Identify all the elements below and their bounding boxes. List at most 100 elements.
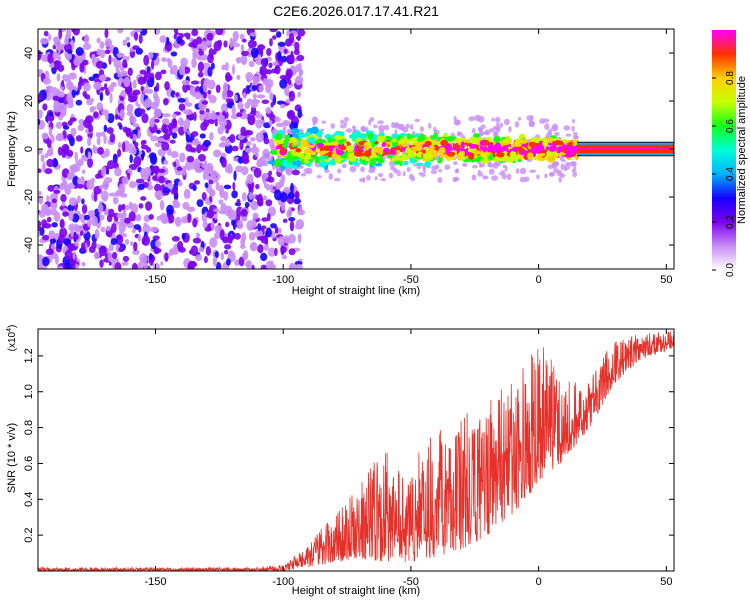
scintillation-blob — [292, 155, 299, 161]
noise-blob — [215, 29, 224, 36]
halo-blob — [361, 126, 366, 133]
scintillation-blob — [391, 138, 397, 143]
noise-blob — [217, 126, 224, 135]
noise-blob — [57, 146, 63, 156]
noise-blob — [54, 253, 59, 265]
snr-x-tick-label: 0 — [536, 576, 542, 588]
noise-blob — [241, 192, 247, 202]
noise-blob — [253, 167, 262, 178]
noise-blob — [266, 48, 272, 57]
noise-blob — [127, 67, 133, 77]
halo-blob — [479, 132, 484, 137]
snr-axes: -150 -100 -50 0 50 0.2 0.4 0.6 0.8 1.0 1.2 — [23, 329, 674, 588]
noise-blob — [57, 64, 65, 72]
noise-blob — [51, 222, 58, 228]
noise-blob — [179, 32, 184, 39]
noise-blob — [81, 261, 86, 267]
noise-blob — [283, 48, 288, 54]
spectrogram-y-tick-label: 40 — [23, 47, 35, 59]
noise-blob — [163, 133, 171, 141]
scintillation-blob — [290, 149, 296, 156]
noise-blob — [193, 111, 197, 122]
noise-blob — [286, 110, 292, 119]
noise-blob — [223, 191, 229, 201]
noise-blob — [81, 204, 88, 214]
snr-x-tick-label: 50 — [660, 576, 672, 588]
noise-blob — [231, 105, 236, 116]
noise-blob — [281, 176, 285, 188]
noise-blob — [197, 61, 204, 73]
scintillation-blob — [346, 145, 354, 153]
colorbar-tick-label: 0.4 — [725, 167, 736, 181]
noise-blob — [121, 211, 127, 219]
noise-blob — [236, 198, 241, 205]
halo-blob — [406, 167, 411, 173]
noise-blob — [206, 32, 214, 41]
noise-blob — [42, 256, 50, 267]
noise-blob — [69, 117, 77, 122]
noise-blob — [99, 92, 104, 102]
halo-blob — [344, 116, 349, 122]
noise-blob — [97, 203, 104, 214]
noise-blob — [68, 210, 74, 221]
noise-blob — [182, 83, 189, 93]
noise-blob — [246, 173, 254, 185]
noise-blob — [200, 121, 208, 131]
noise-blob — [88, 246, 96, 254]
noise-blob — [225, 138, 231, 147]
noise-blob — [122, 141, 126, 153]
halo-blob — [515, 168, 520, 174]
noise-blob — [71, 89, 76, 99]
noise-blob — [47, 114, 55, 122]
noise-blob — [137, 129, 141, 140]
halo-blob — [374, 176, 378, 181]
noise-blob — [204, 227, 212, 232]
svg-text:(x104): (x104) — [6, 325, 18, 352]
noise-blob — [143, 54, 150, 66]
scintillation-blob — [422, 149, 426, 154]
noise-blob — [103, 83, 108, 90]
halo-blob — [396, 170, 402, 177]
scintillation-blob — [517, 139, 523, 144]
halo-blob — [542, 118, 550, 123]
scintillation-blob — [312, 155, 319, 160]
noise-blob — [165, 167, 169, 175]
noise-blob — [136, 213, 141, 220]
noise-blob — [206, 209, 215, 219]
halo-blob — [303, 168, 310, 174]
noise-blob — [42, 234, 50, 241]
scintillation-blob — [467, 152, 475, 160]
noise-blob — [137, 183, 145, 191]
noise-blob — [173, 127, 178, 133]
halo-blob — [501, 173, 507, 180]
noise-blob — [80, 176, 85, 186]
noise-blob — [150, 101, 158, 110]
noise-blob — [203, 166, 212, 175]
noise-blob — [169, 66, 174, 75]
noise-blob — [280, 246, 287, 254]
noise-blob — [236, 57, 241, 64]
halo-blob — [398, 123, 405, 131]
noise-blob — [67, 120, 73, 126]
noise-blob — [105, 225, 111, 232]
halo-blob — [563, 125, 571, 131]
scintillation-blob — [291, 128, 300, 134]
noise-blob — [68, 72, 77, 80]
noise-blob — [77, 124, 85, 132]
noise-blob — [294, 223, 304, 230]
noise-blob — [46, 216, 52, 223]
noise-blob — [191, 29, 199, 37]
noise-blob — [285, 68, 293, 79]
noise-blob — [144, 166, 152, 177]
halo-blob — [544, 123, 550, 130]
halo-blob — [479, 163, 483, 168]
noise-blob — [298, 62, 302, 71]
noise-blob — [160, 69, 167, 75]
noise-blob — [121, 203, 126, 211]
halo-blob — [275, 166, 281, 173]
noise-blob — [126, 111, 133, 116]
spectrogram-x-tick-label: -150 — [144, 274, 166, 286]
noise-blob — [122, 126, 129, 133]
noise-blob — [74, 263, 79, 269]
halo-blob — [373, 124, 378, 129]
